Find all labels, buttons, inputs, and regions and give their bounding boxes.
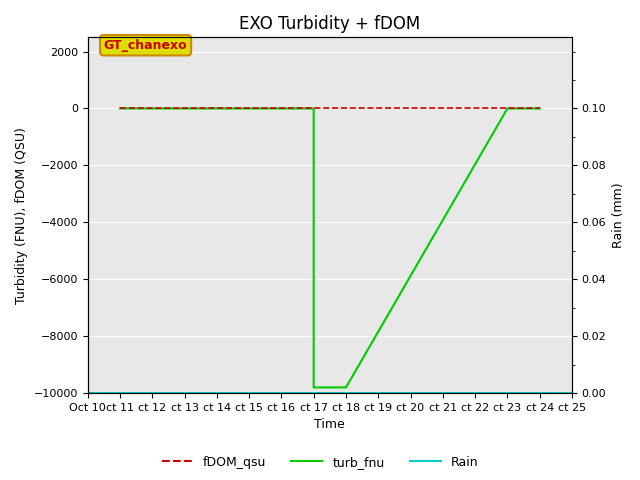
Title: EXO Turbidity + fDOM: EXO Turbidity + fDOM xyxy=(239,15,420,33)
turb_fnu xyxy=(310,106,317,111)
Rain xyxy=(504,390,511,396)
Rain xyxy=(116,390,124,396)
X-axis label: Time: Time xyxy=(314,419,345,432)
Rain xyxy=(310,390,317,396)
Rain xyxy=(84,48,92,54)
fDOM_qsu xyxy=(374,106,382,111)
Y-axis label: Rain (mm): Rain (mm) xyxy=(612,182,625,248)
fDOM_qsu xyxy=(245,106,253,111)
turb_fnu xyxy=(116,106,124,111)
Rain xyxy=(84,390,92,396)
fDOM_qsu xyxy=(116,106,124,111)
fDOM_qsu xyxy=(342,106,350,111)
Rain xyxy=(406,390,414,396)
Rain xyxy=(278,390,285,396)
Rain xyxy=(471,390,479,396)
fDOM_qsu xyxy=(213,106,221,111)
fDOM_qsu xyxy=(504,106,511,111)
fDOM_qsu xyxy=(406,106,414,111)
Legend: fDOM_qsu, turb_fnu, Rain: fDOM_qsu, turb_fnu, Rain xyxy=(157,451,483,474)
Rain xyxy=(180,390,188,396)
fDOM_qsu xyxy=(180,106,188,111)
fDOM_qsu xyxy=(471,106,479,111)
Y-axis label: Turbidity (FNU), fDOM (QSU): Turbidity (FNU), fDOM (QSU) xyxy=(15,127,28,304)
Rain xyxy=(439,390,447,396)
Text: GT_chanexo: GT_chanexo xyxy=(104,39,188,52)
fDOM_qsu xyxy=(310,106,317,111)
Rain xyxy=(148,390,156,396)
Rain xyxy=(342,390,350,396)
Rain xyxy=(568,390,576,396)
Rain xyxy=(213,390,221,396)
fDOM_qsu xyxy=(536,106,543,111)
fDOM_qsu xyxy=(439,106,447,111)
Rain xyxy=(536,390,543,396)
fDOM_qsu xyxy=(148,106,156,111)
fDOM_qsu xyxy=(278,106,285,111)
turb_fnu xyxy=(342,384,350,390)
Rain xyxy=(374,390,382,396)
turb_fnu xyxy=(536,106,543,111)
Line: turb_fnu: turb_fnu xyxy=(120,108,540,387)
turb_fnu xyxy=(504,106,511,111)
Rain xyxy=(245,390,253,396)
Line: Rain: Rain xyxy=(88,51,572,393)
turb_fnu xyxy=(310,384,317,390)
